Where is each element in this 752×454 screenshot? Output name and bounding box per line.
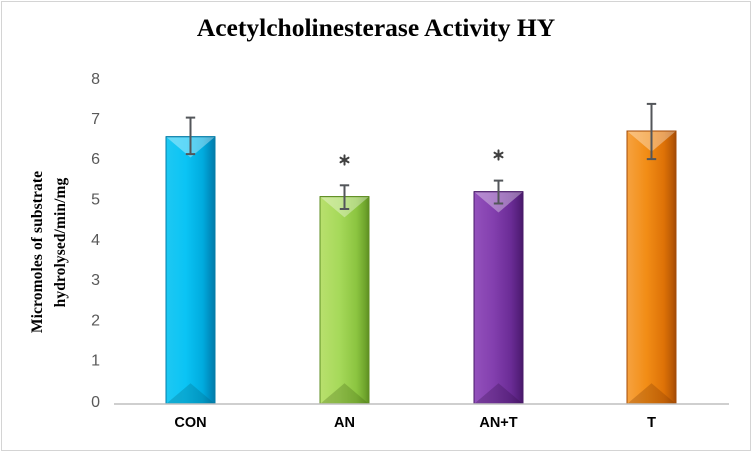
svg-text:3: 3 xyxy=(91,272,100,289)
svg-text:8: 8 xyxy=(91,71,100,88)
svg-text:1: 1 xyxy=(91,353,100,370)
svg-text:0: 0 xyxy=(91,394,100,411)
svg-text:7: 7 xyxy=(91,111,100,128)
svg-text:6: 6 xyxy=(91,151,100,168)
svg-text:2: 2 xyxy=(91,312,100,329)
svg-text:4: 4 xyxy=(91,232,100,249)
svg-text:5: 5 xyxy=(91,192,100,209)
